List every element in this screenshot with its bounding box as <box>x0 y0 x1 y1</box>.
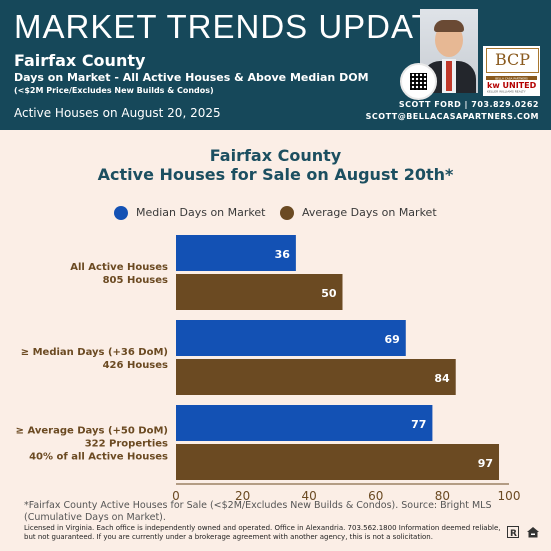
category-label-2-0: ≥ Average Days (+50 DoM) <box>16 426 168 437</box>
bar-1-0 <box>176 320 406 356</box>
legend-label-average: Average Days on Market <box>302 206 437 219</box>
bar-1-1 <box>176 359 456 395</box>
chart-footnote: *Fairfax County Active Houses for Sale (… <box>24 500 492 523</box>
chart-title-line2: Active Houses for Sale on August 20th* <box>97 165 454 184</box>
svg-text:KELLER WILLIAMS REALTY: KELLER WILLIAMS REALTY <box>487 90 526 94</box>
bar-2-1 <box>176 444 500 480</box>
license-disclaimer: Licensed in Virginia. Each office is ind… <box>24 524 501 541</box>
equal-housing-icon: R <box>507 526 539 538</box>
svg-text:R: R <box>510 529 517 538</box>
chart-title-line1: Fairfax County <box>209 146 342 165</box>
kw-logo-icon: BELLA CASA PARTNERS kw UNITED KELLER WIL… <box>486 76 537 94</box>
legend-swatch-median <box>114 206 128 220</box>
bar-0-1 <box>176 274 343 310</box>
data-label-1-1: 84 <box>434 372 450 385</box>
contact-email[interactable]: SCOTT@BELLACASAPARTNERS.COM <box>365 112 539 121</box>
data-label-1-0: 69 <box>384 333 399 346</box>
svg-text:kw UNITED: kw UNITED <box>487 81 537 90</box>
page-title: MARKET TRENDS UPDATE <box>14 8 456 45</box>
qr-code-icon[interactable] <box>400 63 437 100</box>
bcp-logo-text: BCP <box>486 48 539 73</box>
agent-photo <box>420 9 478 93</box>
contact-phone[interactable]: SCOTT FORD | 703.829.0262 <box>398 100 539 109</box>
category-label-1-1: 426 Houses <box>103 360 168 371</box>
report-subtitle: Days on Market - All Active Houses & Abo… <box>14 71 369 84</box>
category-label-2-2: 40% of all Active Houses <box>29 452 168 463</box>
x-tick-label-4: 80 <box>435 489 450 501</box>
report-note: (<$2M Price/Excludes New Builds & Condos… <box>14 86 214 95</box>
category-label-2-1: 322 Properties <box>85 439 168 450</box>
legend-swatch-average <box>280 206 294 220</box>
category-label-0-1: 805 Houses <box>103 275 168 286</box>
x-tick-label-3: 60 <box>368 489 383 501</box>
legend-label-median: Median Days on Market <box>136 206 266 219</box>
category-label-1-0: ≥ Median Days (+36 DoM) <box>21 347 168 358</box>
bar-2-0 <box>176 405 433 441</box>
x-tick-label-0: 0 <box>172 489 180 501</box>
brokerage-logo: BCP BELLA CASA PARTNERS kw UNITED KELLER… <box>483 46 540 96</box>
data-label-2-0: 77 <box>411 418 426 431</box>
header-banner: MARKET TRENDS UPDATE Fairfax County Days… <box>0 0 551 130</box>
bar-chart: 36 50 All Active Houses 805 Houses 69 84 ≥ Med… <box>16 235 521 501</box>
data-label-2-1: 97 <box>478 457 493 470</box>
report-date: Active Houses on August 20, 2025 <box>14 106 221 120</box>
x-tick-label-2: 40 <box>302 489 317 501</box>
bar-0-0 <box>176 235 296 271</box>
x-tick-label-1: 20 <box>235 489 250 501</box>
data-label-0-0: 36 <box>275 248 291 261</box>
category-label-0-0: All Active Houses <box>70 262 168 273</box>
county-name: Fairfax County <box>14 51 146 70</box>
data-label-0-1: 50 <box>321 287 337 300</box>
x-tick-label-5: 100 <box>498 489 521 501</box>
svg-text:BELLA CASA PARTNERS: BELLA CASA PARTNERS <box>495 76 528 80</box>
